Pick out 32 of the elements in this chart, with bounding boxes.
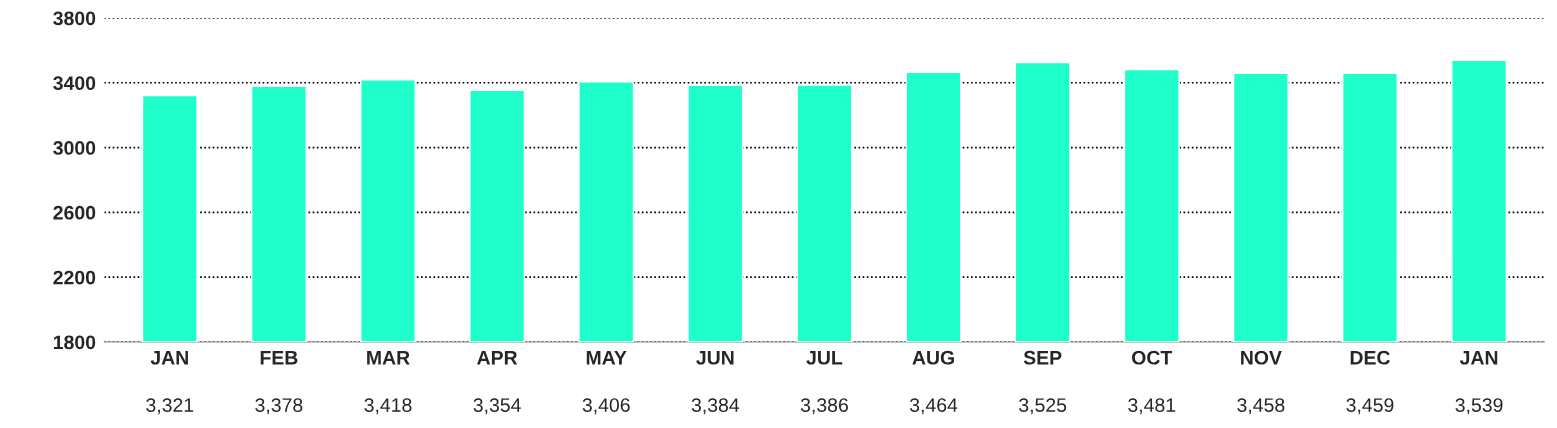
y-tick-label: 2200: [53, 270, 96, 285]
data-label: 3,464: [909, 398, 958, 415]
x-tick-label: SEP: [1023, 350, 1062, 365]
data-label: 3,384: [691, 398, 740, 415]
data-label: 3,481: [1128, 398, 1176, 415]
x-tick-label: OCT: [1132, 350, 1173, 365]
data-label: 3,539: [1455, 398, 1503, 415]
x-tick-label: DEC: [1350, 350, 1390, 365]
data-label: 3,354: [473, 398, 521, 415]
x-tick-label: APR: [477, 351, 518, 365]
x-tick-label: JAN: [150, 351, 188, 365]
data-label: 3,418: [364, 398, 412, 415]
data-label: 3,378: [255, 398, 303, 415]
y-tick-label: 2600: [53, 205, 96, 220]
data-label: 3,386: [800, 398, 848, 415]
x-tick-label: FEB: [260, 351, 298, 365]
y-tick-label: 1800: [53, 335, 96, 350]
x-tick-label: JUL: [806, 351, 843, 365]
y-tick-label: 3000: [53, 141, 96, 155]
x-tick-label: MAR: [367, 351, 410, 365]
x-tick-label: JAN: [1459, 351, 1498, 365]
x-tick-label: AUG: [912, 350, 954, 365]
data-label: 3,525: [1019, 398, 1067, 415]
y-tick-label: 3400: [53, 76, 96, 91]
x-tick-label: NOV: [1241, 350, 1282, 365]
data-label: 3,321: [146, 398, 194, 415]
x-tick-label: MAY: [586, 351, 627, 365]
data-label: 3,458: [1237, 398, 1285, 415]
data-label: 3,406: [582, 398, 630, 415]
x-tick-label: JUN: [696, 351, 734, 365]
data-label: 3,459: [1346, 398, 1394, 415]
y-tick-label: 3800: [53, 11, 96, 26]
